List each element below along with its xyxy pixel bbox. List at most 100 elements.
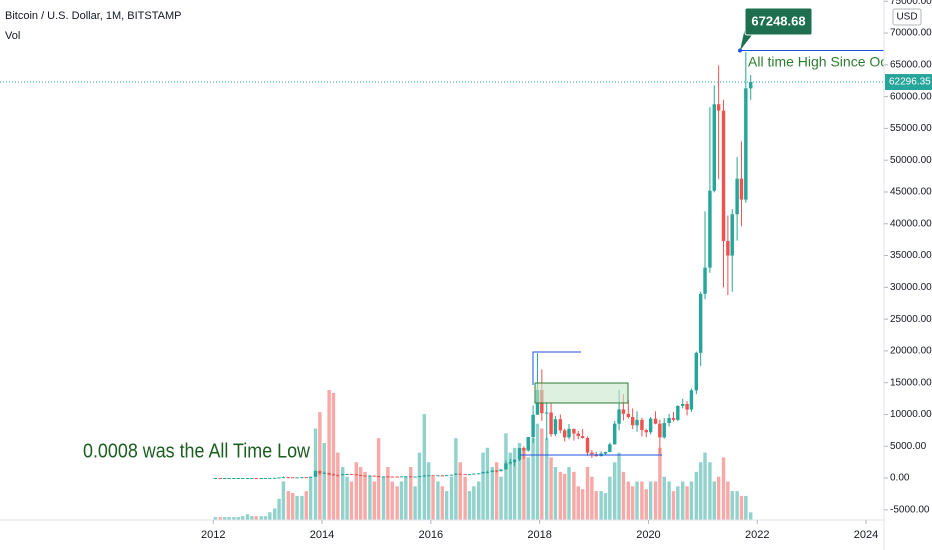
volume-bar bbox=[608, 476, 612, 520]
y-tick-label: 0.00 bbox=[890, 473, 910, 484]
candle-body bbox=[517, 448, 522, 460]
volume-bar bbox=[512, 447, 517, 520]
volume-bar bbox=[399, 481, 404, 520]
volume-bar bbox=[671, 491, 676, 520]
volume-bar bbox=[463, 476, 467, 520]
candle-body bbox=[304, 477, 308, 479]
volume-bar bbox=[250, 516, 254, 520]
candle-body bbox=[409, 476, 413, 478]
volume-bar bbox=[336, 452, 340, 520]
candle-body bbox=[426, 475, 431, 477]
y-tick-label: -5000.00 bbox=[890, 504, 930, 515]
volume-bar bbox=[681, 481, 685, 520]
candle-body bbox=[658, 423, 662, 438]
candle-body bbox=[259, 477, 263, 479]
candle-body bbox=[240, 477, 245, 479]
candle-body bbox=[730, 214, 734, 256]
volume-bar bbox=[522, 447, 526, 520]
y-tick-label: 50000.00 bbox=[890, 155, 932, 166]
volume-bar bbox=[273, 508, 277, 520]
candle-body bbox=[236, 477, 240, 479]
volume-bar bbox=[481, 452, 485, 520]
candle-body bbox=[372, 475, 376, 477]
volume-bar bbox=[327, 390, 331, 520]
volume-bar bbox=[404, 476, 408, 520]
candle-body bbox=[390, 476, 394, 478]
volume-bar bbox=[477, 481, 481, 520]
candle-body bbox=[331, 474, 336, 476]
candle-body bbox=[444, 475, 449, 477]
volume-bar bbox=[685, 486, 689, 520]
y-tick-label: 20000.00 bbox=[890, 346, 932, 357]
volume-label: Vol bbox=[5, 30, 20, 42]
volume-bar bbox=[290, 493, 295, 520]
candle-body bbox=[254, 477, 258, 479]
candle-body bbox=[358, 474, 363, 476]
candle-body bbox=[567, 428, 571, 438]
candle-body bbox=[681, 403, 685, 406]
volume-bar bbox=[431, 476, 435, 520]
candle-body bbox=[300, 477, 304, 479]
candle-body bbox=[653, 418, 658, 424]
x-tick-label: 2016 bbox=[419, 529, 443, 541]
candle-body bbox=[485, 471, 490, 473]
y-tick-label: 15000.00 bbox=[890, 377, 932, 388]
candle-body bbox=[617, 409, 621, 424]
volume-bar bbox=[386, 467, 390, 520]
volume-bar bbox=[580, 489, 585, 520]
candle-body bbox=[318, 470, 322, 474]
volume-layer bbox=[213, 390, 753, 520]
candle-body bbox=[227, 478, 231, 480]
volume-bar bbox=[372, 481, 376, 520]
volume-bar bbox=[576, 486, 580, 520]
volume-bar bbox=[694, 471, 699, 520]
volume-bar bbox=[295, 495, 299, 520]
candle-body bbox=[417, 476, 422, 478]
volume-bar bbox=[739, 495, 744, 520]
volume-bar bbox=[603, 493, 608, 520]
volume-bar bbox=[553, 467, 558, 520]
candle-body bbox=[322, 472, 326, 474]
candle-body bbox=[726, 240, 730, 256]
x-tick-label: 2024 bbox=[854, 529, 878, 541]
candle-body bbox=[463, 474, 467, 476]
volume-bar bbox=[540, 428, 544, 520]
volume-bar bbox=[708, 462, 712, 520]
candle-body bbox=[349, 473, 354, 475]
candle-body bbox=[222, 478, 227, 480]
volume-bar bbox=[259, 516, 263, 520]
candle-body bbox=[295, 477, 299, 479]
candle-body bbox=[436, 475, 440, 477]
volume-bar bbox=[436, 481, 440, 520]
volume-bar bbox=[594, 491, 598, 520]
volume-bar bbox=[245, 514, 250, 520]
volume-bar bbox=[712, 481, 716, 520]
volume-bar bbox=[640, 481, 644, 520]
y-tick-label: 60000.00 bbox=[890, 91, 932, 102]
candle-body bbox=[735, 178, 739, 215]
volume-bar bbox=[458, 462, 462, 520]
volume-bar bbox=[349, 481, 354, 520]
volume-bar bbox=[494, 462, 499, 520]
volume-bar bbox=[658, 447, 662, 520]
volume-bar bbox=[730, 491, 734, 520]
candle-body bbox=[580, 436, 585, 438]
volume-bar bbox=[444, 491, 449, 520]
candle-body bbox=[508, 462, 512, 464]
volume-bar bbox=[381, 476, 386, 520]
volume-bar bbox=[726, 481, 730, 520]
candle-body bbox=[648, 418, 653, 433]
volume-bar bbox=[630, 486, 635, 520]
candle-body bbox=[590, 452, 594, 455]
candle-body bbox=[277, 477, 281, 479]
candle-body bbox=[336, 475, 340, 477]
candle-body bbox=[363, 475, 367, 477]
candle-body bbox=[721, 110, 726, 241]
x-tick-label: 2018 bbox=[527, 529, 551, 541]
x-tick-label: 2020 bbox=[636, 529, 660, 541]
candle-body bbox=[281, 477, 286, 479]
volume-bar bbox=[213, 517, 218, 520]
volume-bar bbox=[535, 423, 540, 520]
